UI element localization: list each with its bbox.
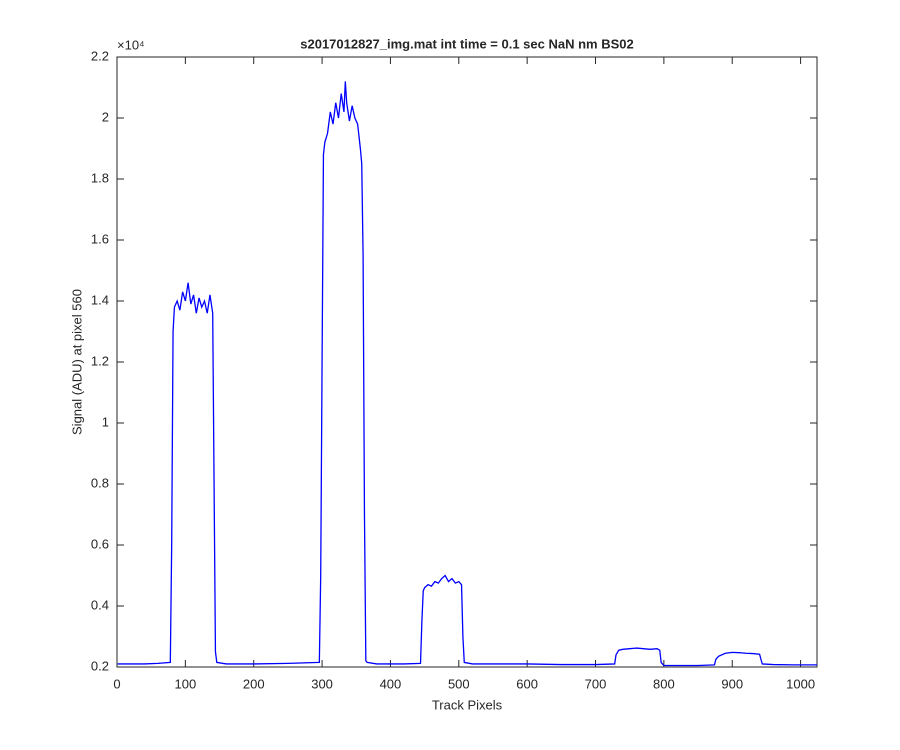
x-tick-label: 300 [311,676,333,691]
x-tick-label: 900 [721,676,743,691]
x-tick-label: 600 [516,676,538,691]
x-tick-label: 700 [585,676,607,691]
y-tick-label: 1.4 [91,292,109,307]
y-exponent: ×10⁴ [117,37,145,52]
y-tick-label: 1.2 [91,353,109,368]
x-tick-label: 400 [380,676,402,691]
y-tick-label: 0.4 [91,597,109,612]
y-tick-label: 0.6 [91,536,109,551]
y-axis-label: Signal (ADU) at pixel 560 [69,289,84,435]
x-tick-label: 1000 [786,676,815,691]
chart-title: s2017012827_img.mat int time = 0.1 sec N… [300,36,634,51]
y-tick-label: 1 [102,414,109,429]
y-tick-label: 0.8 [91,475,109,490]
y-tick-label: 1.6 [91,231,109,246]
x-tick-label: 100 [175,676,197,691]
x-tick-label: 800 [653,676,675,691]
x-tick-label: 200 [243,676,265,691]
x-tick-label: 500 [448,676,470,691]
x-axis-label: Track Pixels [432,697,503,712]
y-tick-label: 0.2 [91,658,109,673]
y-tick-label: 1.8 [91,170,109,185]
y-tick-label: 2.2 [91,48,109,63]
y-tick-label: 2 [102,109,109,124]
x-tick-label: 0 [113,676,120,691]
data-line [117,81,817,667]
